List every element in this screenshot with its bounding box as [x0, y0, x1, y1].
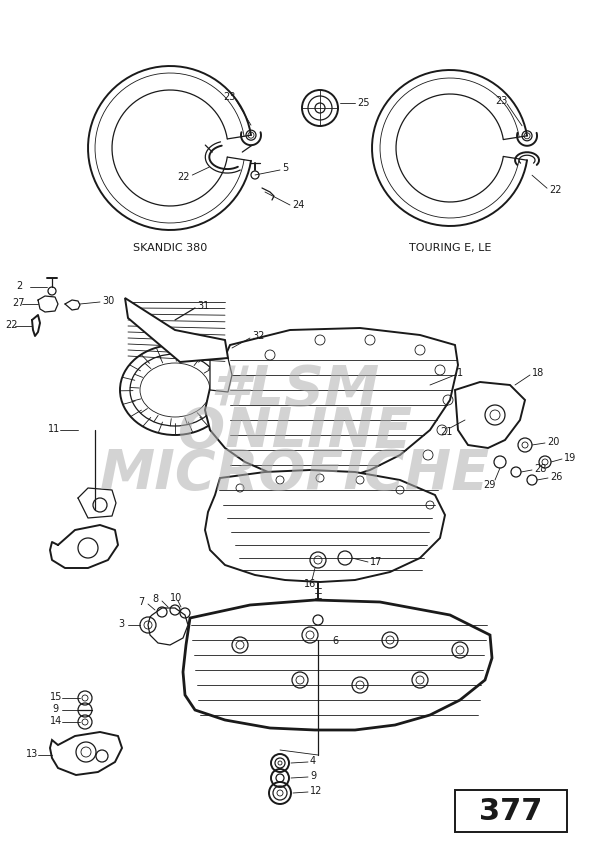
Text: 4: 4 — [310, 756, 316, 766]
Text: 9: 9 — [310, 771, 316, 781]
Text: 12: 12 — [310, 786, 323, 796]
Text: 22: 22 — [177, 172, 190, 182]
Polygon shape — [205, 328, 458, 480]
Text: 15: 15 — [50, 692, 62, 702]
Text: 31: 31 — [197, 301, 209, 311]
Text: 5: 5 — [282, 163, 288, 173]
Text: 27: 27 — [12, 298, 24, 308]
Text: 14: 14 — [50, 716, 62, 726]
Text: 3: 3 — [118, 619, 124, 629]
Text: 23: 23 — [495, 96, 507, 106]
Text: 32: 32 — [252, 331, 265, 341]
Text: 17: 17 — [370, 557, 382, 567]
Bar — [455, 790, 567, 832]
Polygon shape — [125, 298, 228, 362]
Text: 8: 8 — [152, 594, 158, 604]
Text: ONLINE: ONLINE — [178, 405, 412, 459]
Text: 29: 29 — [483, 480, 496, 490]
Text: SKANDIC 380: SKANDIC 380 — [133, 243, 207, 253]
Text: 23: 23 — [223, 92, 236, 102]
Text: 7: 7 — [138, 597, 144, 607]
Polygon shape — [50, 732, 122, 775]
Text: 11: 11 — [48, 424, 60, 434]
Text: TOURING E, LE: TOURING E, LE — [409, 243, 491, 253]
Text: 16: 16 — [304, 579, 316, 589]
Text: 25: 25 — [357, 98, 369, 108]
Polygon shape — [205, 470, 445, 582]
Text: 20: 20 — [547, 437, 559, 447]
Text: 24: 24 — [292, 200, 304, 210]
Text: 377: 377 — [480, 796, 543, 826]
Text: 22: 22 — [549, 185, 562, 195]
Text: 10: 10 — [170, 593, 182, 603]
Text: 19: 19 — [564, 453, 576, 463]
Polygon shape — [455, 382, 525, 448]
Text: #LSM: #LSM — [210, 363, 379, 417]
Text: 13: 13 — [26, 749, 38, 759]
Text: 2: 2 — [16, 281, 22, 291]
Text: 28: 28 — [534, 464, 546, 474]
Text: 26: 26 — [550, 472, 562, 482]
Polygon shape — [210, 358, 232, 392]
Text: 22: 22 — [5, 320, 18, 330]
Text: MICROFICHE: MICROFICHE — [100, 447, 490, 501]
Text: 9: 9 — [52, 704, 58, 714]
Text: 30: 30 — [102, 296, 114, 306]
Text: 1: 1 — [457, 368, 463, 378]
Text: 21: 21 — [440, 427, 452, 437]
Text: 6: 6 — [332, 636, 338, 646]
Polygon shape — [183, 600, 492, 730]
Text: 18: 18 — [532, 368, 544, 378]
Polygon shape — [148, 608, 188, 645]
